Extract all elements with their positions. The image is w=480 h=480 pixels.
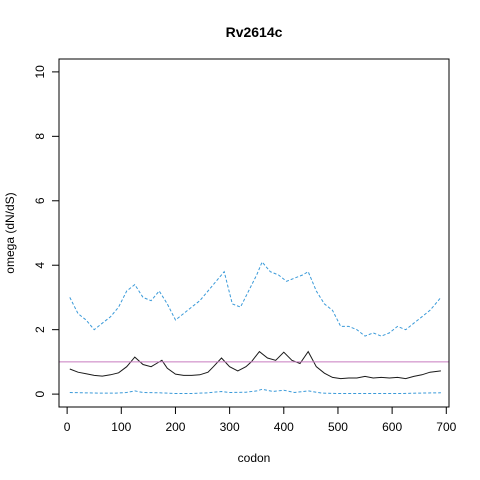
x-tick-label: 400 xyxy=(274,420,294,434)
series-line-1 xyxy=(69,261,442,337)
chart-title: Rv2614c xyxy=(226,24,283,40)
x-tick-label: 600 xyxy=(382,420,402,434)
x-axis: 0 100 200 300 400 500 600 700 xyxy=(64,406,457,434)
y-tick-label: 4 xyxy=(33,262,47,269)
series-line-3 xyxy=(69,388,441,394)
y-tick-label: 10 xyxy=(33,65,47,79)
y-tick-label: 6 xyxy=(33,197,47,204)
x-tick-label: 700 xyxy=(436,420,456,434)
x-tick-label: 500 xyxy=(328,420,348,434)
x-tick-label: 100 xyxy=(111,420,131,434)
y-axis: 0 2 4 6 8 10 xyxy=(33,65,60,397)
y-tick-label: 2 xyxy=(33,326,47,333)
y-axis-label: omega (dN/dS) xyxy=(3,192,17,273)
plot-area xyxy=(59,261,449,394)
y-tick-label: 0 xyxy=(33,390,47,397)
series-line-2 xyxy=(69,350,441,380)
plot-frame xyxy=(58,58,450,408)
y-tick-label: 8 xyxy=(33,133,47,140)
x-axis-label: codon xyxy=(238,451,271,465)
x-tick-label: 0 xyxy=(64,420,71,434)
x-tick-label: 300 xyxy=(220,420,240,434)
x-tick-label: 200 xyxy=(165,420,185,434)
